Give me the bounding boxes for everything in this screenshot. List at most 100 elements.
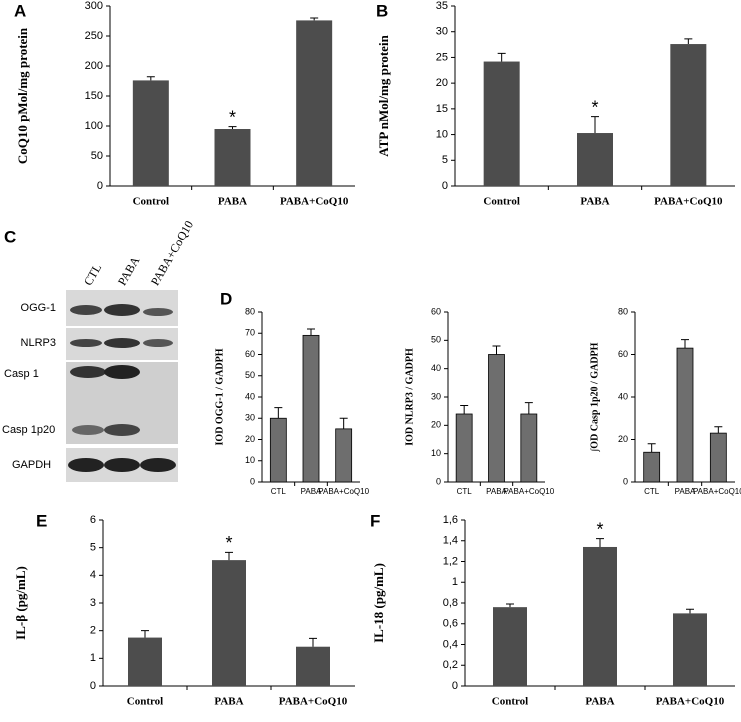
y-axis-label: CoQ10 pMol/mg protein: [15, 27, 30, 164]
y-tick-label: 5: [90, 542, 96, 554]
y-tick-label: 80: [245, 306, 255, 316]
row-label: GAPDH: [12, 459, 51, 471]
bar: [643, 451, 661, 483]
y-tick-label: 30: [436, 26, 448, 38]
y-tick-label: 10: [436, 128, 448, 140]
error-bar: [524, 402, 533, 414]
y-tick-label: 50: [431, 335, 441, 345]
x-tick-label: PABA+CoQ10: [693, 487, 741, 496]
y-tick-label: 60: [618, 349, 628, 359]
y-tick-label: 100: [85, 120, 103, 132]
band: [70, 366, 106, 378]
y-axis-label: IL-β (pg/mL): [13, 566, 28, 640]
error-bar: [310, 17, 319, 21]
error-bar: [146, 76, 155, 81]
y-axis-label: IOD NLRP3 / GADPH: [404, 348, 415, 446]
x-tick-label: PABA+CoQ10: [280, 196, 349, 208]
y-tick-label: 150: [85, 90, 103, 102]
bar: [488, 354, 505, 483]
bar: [296, 646, 330, 686]
band: [70, 305, 102, 315]
bar: [335, 428, 353, 483]
error-bar: [684, 38, 693, 45]
y-tick-label: 20: [618, 434, 628, 444]
y-tick-label: 20: [431, 420, 441, 430]
y-tick-label: 0: [97, 180, 103, 192]
y-tick-label: 1,2: [443, 555, 458, 567]
band: [140, 458, 176, 472]
y-tick-label: 0,8: [443, 597, 458, 609]
y-tick-label: 80: [618, 306, 628, 316]
y-tick-label: 250: [85, 30, 103, 42]
row-label: NLRP3: [21, 337, 56, 349]
panel-letter: B: [376, 1, 388, 20]
bar: [673, 613, 707, 686]
band: [104, 458, 140, 472]
bar: [212, 560, 246, 686]
x-tick-label: PABA+CoQ10: [503, 487, 554, 496]
panel-letter: A: [14, 1, 26, 20]
x-tick-label: CTL: [457, 487, 473, 496]
y-tick-label: 40: [245, 391, 255, 401]
y-axis-label: ∫OD Casp 1p20 / GADPH: [589, 342, 600, 452]
band: [104, 365, 140, 379]
band: [104, 304, 140, 316]
x-tick-label: CTL: [271, 487, 287, 496]
x-tick-label: Control: [133, 196, 169, 208]
bar: [302, 334, 320, 483]
y-tick-label: 0,6: [443, 618, 458, 630]
x-tick-label: PABA: [218, 196, 247, 208]
error-bar: [506, 603, 514, 608]
y-tick-label: 300: [85, 0, 103, 12]
x-tick-label: PABA: [301, 487, 322, 496]
lane-label: PABA+CoQ10: [148, 218, 196, 288]
y-tick-label: 60: [431, 306, 441, 316]
panel-letter: C: [4, 227, 16, 246]
band: [72, 425, 104, 435]
y-tick-label: 3: [90, 597, 96, 609]
bar: [676, 347, 694, 483]
error-bar: [228, 126, 237, 129]
bar: [214, 129, 251, 186]
error-bar: [492, 345, 501, 355]
y-tick-label: 40: [431, 363, 441, 373]
y-tick-label: 5: [442, 154, 448, 166]
y-tick-label: 50: [245, 370, 255, 380]
band: [68, 458, 104, 472]
panel-letter: F: [370, 511, 380, 530]
band: [143, 308, 173, 316]
y-tick-label: 1: [90, 652, 96, 664]
bar: [455, 413, 473, 483]
bar: [709, 432, 727, 483]
panel-letter: D: [220, 289, 232, 308]
bar: [493, 607, 527, 686]
x-tick-label: PABA+CoQ10: [656, 696, 725, 708]
y-tick-label: 1: [452, 576, 458, 588]
error-bar: [686, 608, 694, 614]
x-tick-label: PABA: [214, 696, 243, 708]
error-bar: [714, 426, 723, 434]
error-bar: [307, 328, 315, 336]
y-tick-label: 1,4: [443, 535, 458, 547]
band: [104, 424, 140, 436]
bar: [577, 133, 613, 186]
y-tick-label: 4: [90, 569, 96, 581]
error-bar: [497, 52, 506, 62]
bar: [269, 417, 287, 483]
y-tick-label: 35: [436, 0, 448, 12]
y-tick-label: 0: [442, 180, 448, 192]
annotation: *: [225, 533, 232, 553]
error-bar: [309, 637, 317, 647]
row-label: Casp 1: [4, 368, 39, 380]
error-bar: [596, 538, 604, 547]
bar: [128, 637, 162, 686]
row-label: OGG-1: [21, 302, 56, 314]
bar: [132, 80, 169, 186]
y-tick-label: 15: [436, 103, 448, 115]
x-tick-label: CTL: [644, 487, 660, 496]
error-bar: [647, 443, 656, 453]
x-tick-label: PABA: [580, 196, 609, 208]
y-tick-label: 30: [245, 413, 255, 423]
y-axis-label: IL-18 (pg/mL): [371, 563, 386, 643]
x-tick-label: PABA: [486, 487, 507, 496]
